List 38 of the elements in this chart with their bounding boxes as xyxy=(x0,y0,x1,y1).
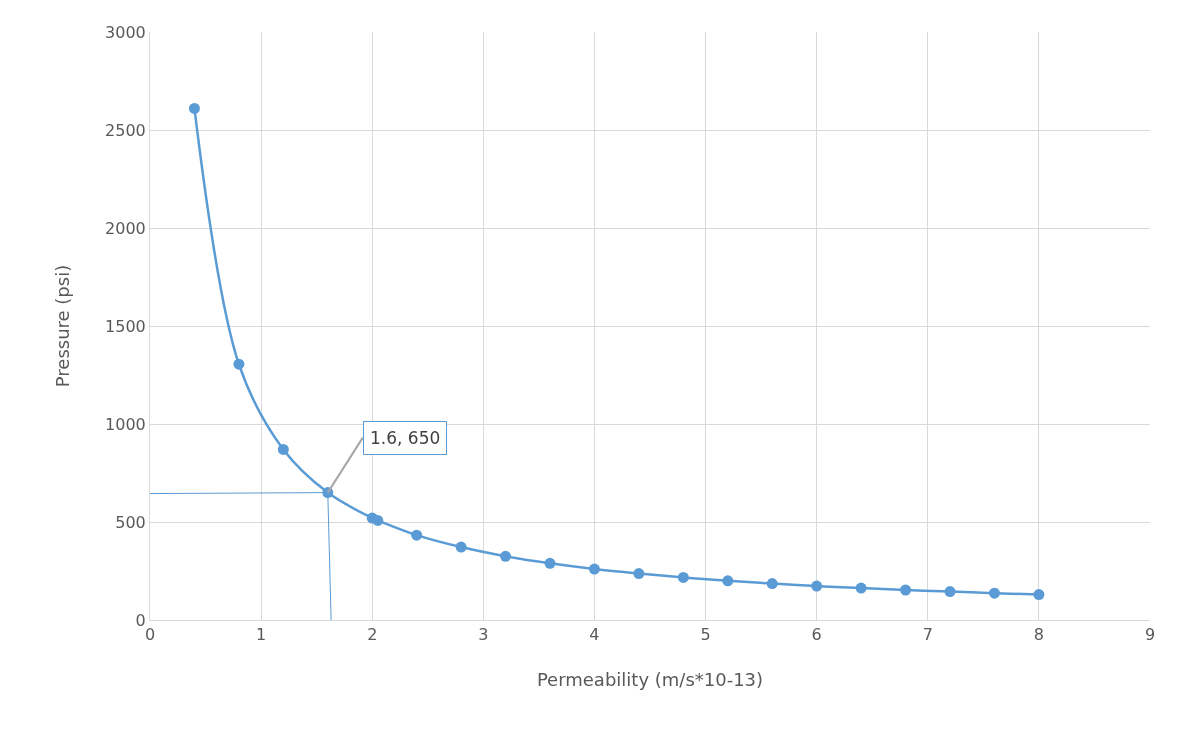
x-tick-label: 9 xyxy=(1144,625,1156,645)
x-tick-label: 4 xyxy=(589,625,600,645)
point xyxy=(500,550,512,562)
x-tick-label: 1 xyxy=(256,625,267,645)
annotation: 1.6, 650 xyxy=(370,428,441,448)
point xyxy=(811,580,823,592)
x-tick-label: 7 xyxy=(922,625,933,645)
point xyxy=(544,557,556,569)
y-tick-label: 3000 xyxy=(105,22,146,42)
y-tick-label: 2500 xyxy=(105,120,146,140)
point xyxy=(766,578,778,590)
point xyxy=(677,571,689,583)
point xyxy=(900,584,912,596)
point xyxy=(588,563,600,575)
point xyxy=(455,541,467,553)
y-axis-title: Pressure (psi) xyxy=(52,264,74,388)
y-tick-label: 1000 xyxy=(105,414,146,434)
x-tick-label: 5 xyxy=(700,625,711,645)
point xyxy=(1033,589,1045,601)
x-tick-label: 2 xyxy=(367,625,378,645)
y-tick-label: 2000 xyxy=(105,218,146,238)
point xyxy=(233,358,245,370)
x-tick-label: 6 xyxy=(811,625,822,645)
y-tick-label: 500 xyxy=(115,512,146,532)
y-tick-label: 1500 xyxy=(105,316,146,336)
point xyxy=(188,102,200,114)
point xyxy=(855,582,867,594)
point xyxy=(988,587,1000,599)
point xyxy=(411,529,423,541)
point xyxy=(372,514,384,526)
x-tick-label: 3 xyxy=(478,625,489,645)
point xyxy=(633,568,645,580)
point xyxy=(722,575,734,587)
point xyxy=(277,443,289,455)
point xyxy=(944,586,956,598)
y-tick-label: 0 xyxy=(135,610,146,630)
x-axis-title: Permeability (m/s*10-13) xyxy=(536,669,764,691)
x-tick-label: 8 xyxy=(1033,625,1044,645)
